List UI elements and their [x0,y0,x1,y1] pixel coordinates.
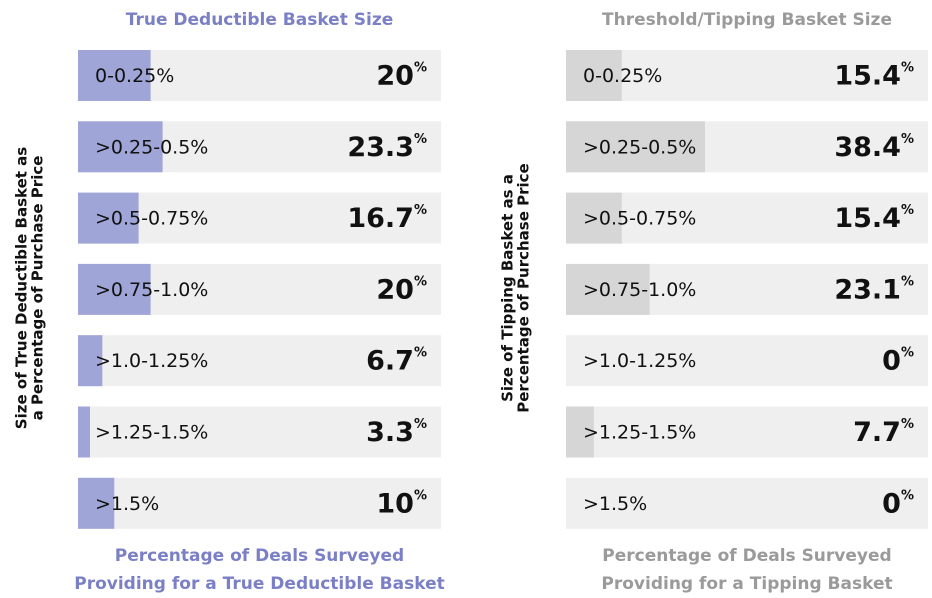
bar-chart: True Deductible Basket Size Percentage of… [13,10,445,594]
x-axis-label: Providing for a True Deductible Basket [74,574,445,594]
bar [566,50,622,101]
bar-track [78,477,441,529]
y-axis-label: Percentage of Purchase Price [515,163,533,412]
value-number: 15.4 [834,60,901,91]
category-label: >0.25-0.5% [583,136,696,158]
bar-track [566,406,928,458]
value-label: 20% [376,60,427,91]
category-label: >0.5-0.75% [95,208,208,230]
value-unit: % [414,488,427,503]
value-label: 0% [882,488,914,519]
value-number: 20 [376,60,414,91]
bar-track [566,477,928,529]
bar [78,335,103,387]
chart-title: True Deductible Basket Size [126,10,394,30]
category-label: >1.5% [583,493,647,515]
category-label: >1.25-1.5% [95,422,208,444]
category-label: >0.75-1.0% [95,279,208,301]
bar [78,406,90,458]
value-unit: % [414,60,427,75]
value-number: 7.7 [853,417,901,448]
value-number: 0 [882,488,901,519]
category-label: >0.25-0.5% [95,136,208,158]
category-label: >1.0-1.25% [583,350,696,372]
category-label: >1.25-1.5% [583,422,696,444]
value-label: 7.7% [853,417,914,448]
bar-track [78,335,441,387]
value-unit: % [414,417,427,432]
y-axis-label: Size of Tipping Basket as a [499,174,517,402]
value-unit: % [414,274,427,289]
bar [78,50,151,101]
value-unit: % [414,345,427,360]
x-axis-label: Percentage of Deals Surveyed [602,546,891,566]
bar [566,192,622,244]
value-number: 16.7 [347,203,414,234]
bar [78,121,163,173]
bar [78,263,151,315]
value-unit: % [901,203,914,218]
value-unit: % [901,274,914,289]
bar-chart: Threshold/Tipping Basket Size Percentage … [499,10,928,594]
category-label: 0-0.25% [583,65,662,87]
bar [566,121,706,173]
value-label: 6.7% [366,345,427,376]
value-label: 15.4% [834,203,914,234]
value-number: 10 [376,488,414,519]
value-unit: % [901,345,914,360]
value-unit: % [901,131,914,146]
value-unit: % [414,131,427,146]
value-label: 20% [376,274,427,305]
value-unit: % [901,417,914,432]
value-number: 0 [882,345,901,376]
value-label: 16.7% [347,203,427,234]
bar [566,406,594,458]
value-unit: % [901,60,914,75]
value-number: 23.3 [347,131,414,162]
value-number: 23.1 [834,274,901,305]
x-axis-label: Percentage of Deals Surveyed [115,546,404,566]
value-label: 23.1% [834,274,914,305]
value-unit: % [414,203,427,218]
value-number: 38.4 [834,131,901,162]
bar-track [566,50,928,101]
category-label: 0-0.25% [95,65,174,87]
category-label: >1.0-1.25% [95,350,208,372]
bar [78,192,139,244]
category-label: >0.75-1.0% [583,279,696,301]
x-axis-label: Providing for a Tipping Basket [601,574,892,594]
category-label: >1.5% [95,493,159,515]
y-axis-label: a Percentage of Purchase Price [29,156,47,421]
value-number: 20 [376,274,414,305]
value-label: 10% [376,488,427,519]
bar [566,263,650,315]
value-label: 38.4% [834,131,914,162]
value-label: 3.3% [366,417,427,448]
value-label: 23.3% [347,131,427,162]
value-label: 0% [882,345,914,376]
value-unit: % [901,488,914,503]
value-number: 15.4 [834,203,901,234]
value-number: 3.3 [366,417,414,448]
chart-title: Threshold/Tipping Basket Size [602,10,892,30]
value-number: 6.7 [366,345,414,376]
bar-track [78,406,441,458]
bar-track [566,192,928,244]
bar-track [566,335,928,387]
bar [78,477,115,529]
value-label: 15.4% [834,60,914,91]
y-axis-label: Size of True Deductible Basket as [13,147,31,429]
category-label: >0.5-0.75% [583,208,696,230]
